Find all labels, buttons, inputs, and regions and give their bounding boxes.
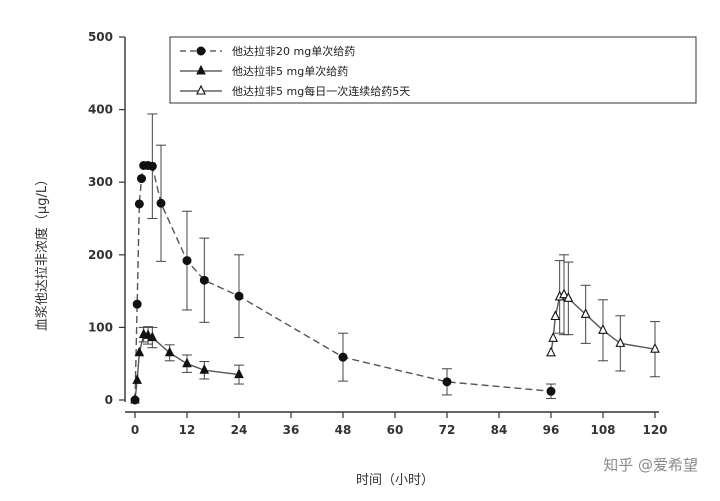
- x-tick-label: 108: [590, 423, 615, 437]
- data-point: [147, 161, 157, 171]
- series-3: [546, 254, 660, 378]
- y-tick-label: 100: [88, 320, 113, 334]
- x-tick-label: 60: [387, 423, 404, 437]
- data-point: [132, 299, 142, 309]
- data-point: [234, 368, 244, 379]
- data-point: [132, 374, 142, 384]
- series-layer: [130, 113, 660, 405]
- data-point: [559, 288, 569, 299]
- data-point: [137, 174, 146, 184]
- data-point: [563, 292, 574, 302]
- data-point: [546, 346, 556, 357]
- y-tick-label: 200: [88, 248, 113, 262]
- data-point: [548, 332, 559, 342]
- x-tick-label: 96: [543, 423, 560, 437]
- data-point: [130, 393, 140, 404]
- axes: [119, 36, 659, 418]
- x-tick-label: 36: [283, 423, 300, 437]
- data-point: [546, 386, 556, 396]
- series-1: [130, 113, 556, 405]
- data-point: [156, 198, 166, 208]
- data-point: [182, 256, 192, 266]
- y-tick-label: 400: [88, 103, 113, 117]
- data-point: [550, 310, 561, 321]
- x-axis-label: 时间（小时）: [356, 473, 434, 488]
- y-tick-label: 0: [105, 393, 113, 407]
- data-point: [338, 352, 348, 362]
- legend-box: [169, 36, 697, 104]
- data-point: [580, 308, 591, 318]
- watermark: 知乎 @爱希望: [603, 456, 698, 474]
- series-2: [130, 326, 244, 404]
- legend-marker: [196, 84, 206, 95]
- legend-label: 他达拉非20 mg单次给药: [232, 44, 355, 58]
- data-point: [442, 377, 452, 387]
- data-point: [615, 337, 626, 347]
- data-point: [199, 275, 209, 285]
- x-tick-label: 84: [491, 423, 508, 437]
- data-point: [199, 364, 210, 374]
- tick-labels: 0 100 200 300 400 500 0 12 24 36 48 60 72 84 96 108 120: [88, 30, 668, 437]
- data-point: [147, 331, 158, 342]
- x-tick-label: 120: [642, 423, 667, 437]
- x-tick-label: 48: [335, 423, 352, 437]
- data-point: [134, 199, 144, 209]
- data-point: [164, 346, 175, 357]
- data-point: [650, 342, 660, 353]
- data-point: [182, 357, 192, 368]
- data-point: [234, 291, 244, 301]
- y-tick-label: 300: [88, 175, 113, 189]
- y-axis-label: 血浆他达拉非浓度（μg/L）: [34, 173, 50, 331]
- legend-marker: [196, 46, 206, 56]
- x-tick-label: 24: [231, 423, 248, 437]
- x-tick-label: 12: [179, 423, 196, 437]
- legend-label: 他达拉非5 mg每日一次连续给药5天: [232, 84, 410, 98]
- data-point: [134, 346, 145, 357]
- x-tick-label: 0: [131, 423, 139, 437]
- x-tick-label: 72: [439, 423, 456, 437]
- legend-marker: [196, 64, 206, 75]
- legend-label: 他达拉非5 mg单次给药: [232, 64, 348, 78]
- data-point: [598, 324, 608, 334]
- y-tick-label: 500: [88, 30, 113, 44]
